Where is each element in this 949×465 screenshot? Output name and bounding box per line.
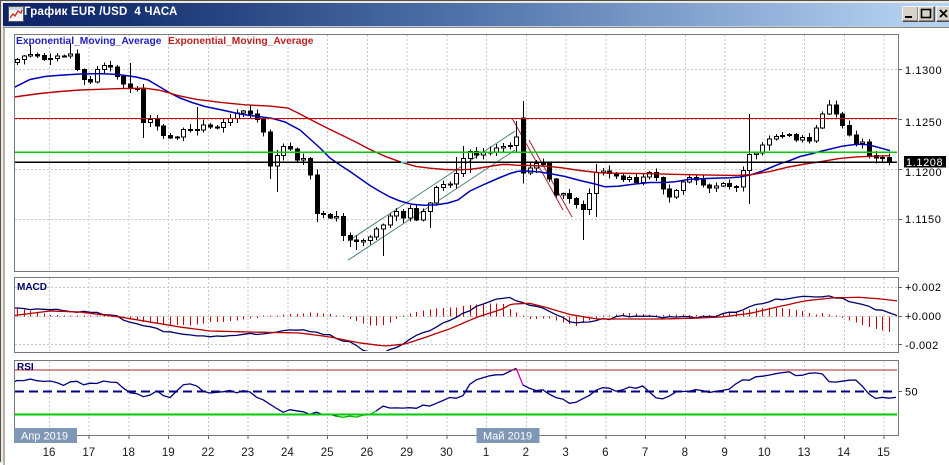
svg-text:1: 1: [483, 447, 489, 459]
svg-text:RSI: RSI: [17, 362, 34, 373]
svg-text:1.1250: 1.1250: [905, 117, 942, 129]
svg-text:16: 16: [43, 447, 56, 459]
svg-text:8: 8: [682, 447, 688, 459]
svg-text:19: 19: [162, 447, 175, 459]
svg-text:-0.002: -0.002: [905, 340, 939, 352]
svg-text:Exponential_Moving_Average: Exponential_Moving_Average: [16, 36, 162, 47]
svg-text:Май 2019: Май 2019: [483, 431, 532, 443]
svg-text:23: 23: [241, 447, 254, 459]
svg-text:1.1200: 1.1200: [905, 167, 942, 179]
svg-text:3: 3: [562, 447, 568, 459]
svg-text:+0.002: +0.002: [905, 282, 941, 294]
svg-text:14: 14: [837, 447, 850, 459]
svg-text:18: 18: [122, 447, 135, 459]
svg-text:22: 22: [202, 447, 215, 459]
svg-text:Exponential_Moving_Average: Exponential_Moving_Average: [168, 36, 314, 47]
svg-text:1.1208: 1.1208: [906, 157, 943, 169]
svg-text:50: 50: [905, 387, 918, 399]
svg-text:9: 9: [721, 447, 727, 459]
svg-text:10: 10: [758, 447, 771, 459]
svg-text:MACD: MACD: [17, 282, 47, 293]
svg-text:7: 7: [642, 447, 648, 459]
svg-text:6: 6: [602, 447, 608, 459]
svg-text:25: 25: [321, 447, 334, 459]
svg-text:26: 26: [361, 447, 374, 459]
svg-text:2: 2: [523, 447, 529, 459]
svg-text:Апр 2019: Апр 2019: [21, 431, 68, 443]
svg-text:17: 17: [82, 447, 95, 459]
svg-text:29: 29: [400, 447, 413, 459]
svg-text:+0.000: +0.000: [905, 311, 941, 323]
svg-text:30: 30: [440, 447, 453, 459]
svg-text:1.1300: 1.1300: [905, 65, 942, 77]
svg-text:24: 24: [281, 447, 294, 459]
svg-text:15: 15: [877, 447, 890, 459]
svg-text:13: 13: [798, 447, 811, 459]
svg-text:1.1150: 1.1150: [905, 214, 941, 226]
